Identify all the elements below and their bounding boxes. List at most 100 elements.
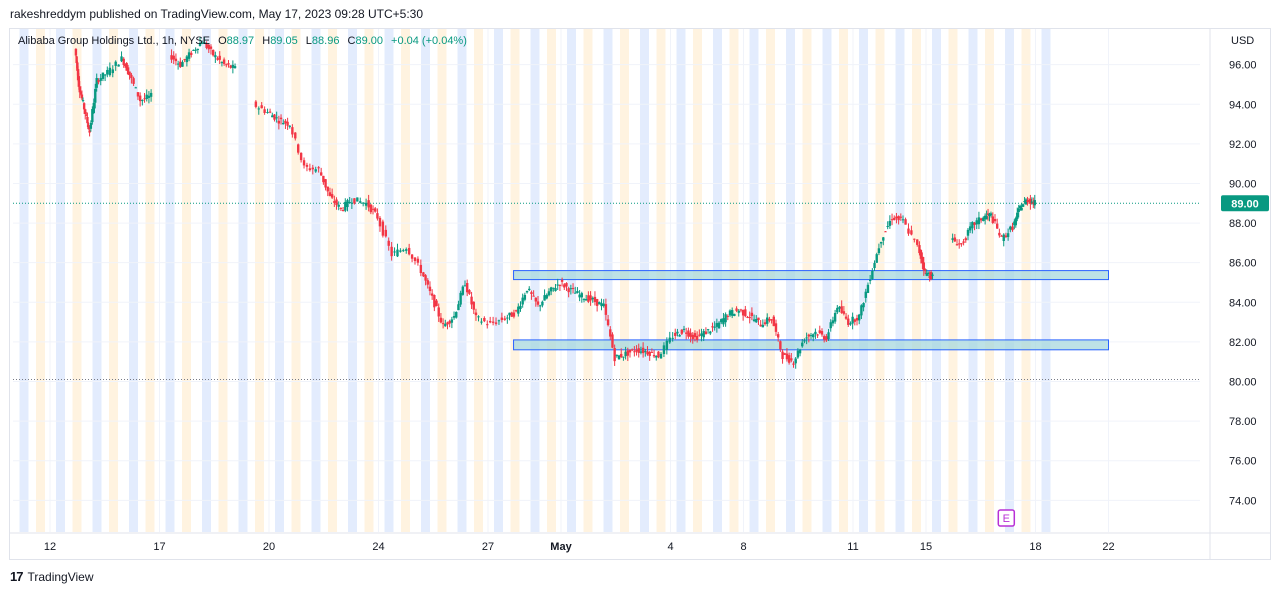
candle-body — [689, 332, 692, 337]
candle-body — [737, 310, 740, 313]
x-tick-label: 22 — [1102, 541, 1114, 553]
pre-market-band — [364, 29, 374, 532]
candle-body — [759, 324, 762, 327]
candle-body — [335, 199, 338, 206]
candle-body — [76, 62, 79, 71]
candle-body — [1026, 200, 1029, 202]
candle-body — [728, 310, 732, 316]
session-shading — [19, 29, 1051, 532]
candle-body — [983, 215, 987, 219]
candle-body — [842, 311, 846, 314]
candle-body — [76, 69, 80, 81]
candle-body — [1002, 234, 1005, 242]
candle-body — [860, 305, 863, 316]
post-market-band — [1041, 29, 1051, 532]
candle-body — [147, 95, 151, 98]
candle-body — [477, 316, 480, 318]
candle-body — [275, 117, 278, 119]
candle-body — [783, 353, 786, 355]
candle-body — [426, 280, 429, 285]
candle-body — [684, 332, 688, 334]
x-tick-label: 11 — [847, 541, 858, 553]
pre-market-band — [912, 29, 921, 532]
candle-body — [884, 231, 887, 233]
candle-body — [461, 286, 465, 295]
candle-body — [702, 331, 705, 338]
candle-body — [968, 226, 972, 231]
candle-body — [439, 317, 443, 323]
candle-body — [724, 314, 727, 323]
candle-body — [633, 351, 636, 353]
pre-market-band — [985, 29, 994, 532]
candle-body — [87, 124, 90, 130]
candle-body — [853, 319, 857, 322]
candle-body — [844, 316, 848, 319]
candle-body — [665, 340, 669, 350]
candle-body — [611, 334, 614, 348]
candle-body — [356, 197, 359, 202]
candle-body — [691, 334, 694, 340]
candle-body — [254, 101, 258, 107]
candle-body — [993, 219, 997, 222]
candle-body — [91, 109, 94, 123]
candle-body — [279, 117, 283, 120]
post-market-band — [19, 29, 29, 532]
candle-body — [576, 290, 579, 294]
candle-body — [393, 251, 396, 253]
candle-body — [855, 317, 859, 321]
pre-market-band — [1021, 29, 1031, 532]
candle-body — [123, 64, 127, 67]
price-chart[interactable]: USD96.0094.0092.0090.0088.0086.0084.0082… — [10, 29, 1270, 559]
candle-body — [650, 351, 654, 353]
candle-body — [512, 312, 516, 317]
candle-body — [125, 63, 128, 71]
candle-body — [291, 127, 294, 135]
candle-body — [374, 208, 377, 212]
candle-body — [580, 293, 584, 298]
candle-body — [422, 272, 425, 277]
candle-body — [922, 262, 926, 271]
post-market-band — [603, 29, 613, 532]
candle-body — [985, 216, 988, 220]
candle-body — [543, 295, 546, 301]
candle-body — [698, 334, 701, 336]
candle-body — [390, 246, 393, 257]
y-tick-label: 76.00 — [1229, 456, 1257, 468]
candle-body — [755, 319, 758, 323]
post-market-band — [530, 29, 540, 532]
candle-body — [955, 244, 959, 246]
symbol-legend[interactable]: Alibaba Group Holdings Ltd., 1h, NYSE O8… — [18, 35, 472, 47]
candle-body — [807, 334, 811, 337]
candle-body — [176, 63, 180, 65]
x-tick-label: 18 — [1029, 541, 1041, 553]
candle-body — [196, 48, 200, 50]
candle-body — [126, 67, 130, 75]
resistance-zone — [513, 270, 1109, 281]
candle-body — [630, 349, 634, 351]
candle-body — [437, 307, 440, 317]
candle-body — [89, 122, 93, 129]
candle-body — [85, 114, 88, 116]
candle-body — [430, 293, 434, 296]
candle-body — [263, 109, 266, 113]
candle-body — [77, 76, 81, 87]
footer-brand[interactable]: 17 TradingView — [10, 569, 94, 584]
symbol-name[interactable]: Alibaba Group Holdings Ltd., 1h, NYSE — [18, 35, 211, 47]
candle-body — [419, 264, 423, 274]
candle-body — [659, 353, 663, 359]
candle-body — [491, 321, 495, 323]
candle-body — [768, 318, 771, 321]
candle-body — [814, 331, 817, 335]
post-market-band — [384, 29, 394, 532]
candle-body — [988, 213, 991, 216]
candle-body — [111, 69, 114, 74]
candle-body — [1000, 235, 1003, 237]
pre-market-band — [693, 29, 702, 532]
candle-body — [459, 292, 462, 305]
y-tick-label: 88.00 — [1229, 218, 1257, 230]
candle-body — [233, 66, 237, 69]
candle-body — [1027, 200, 1031, 202]
candle-body — [534, 297, 538, 302]
candle-body — [483, 317, 486, 322]
candle-body — [424, 275, 427, 281]
